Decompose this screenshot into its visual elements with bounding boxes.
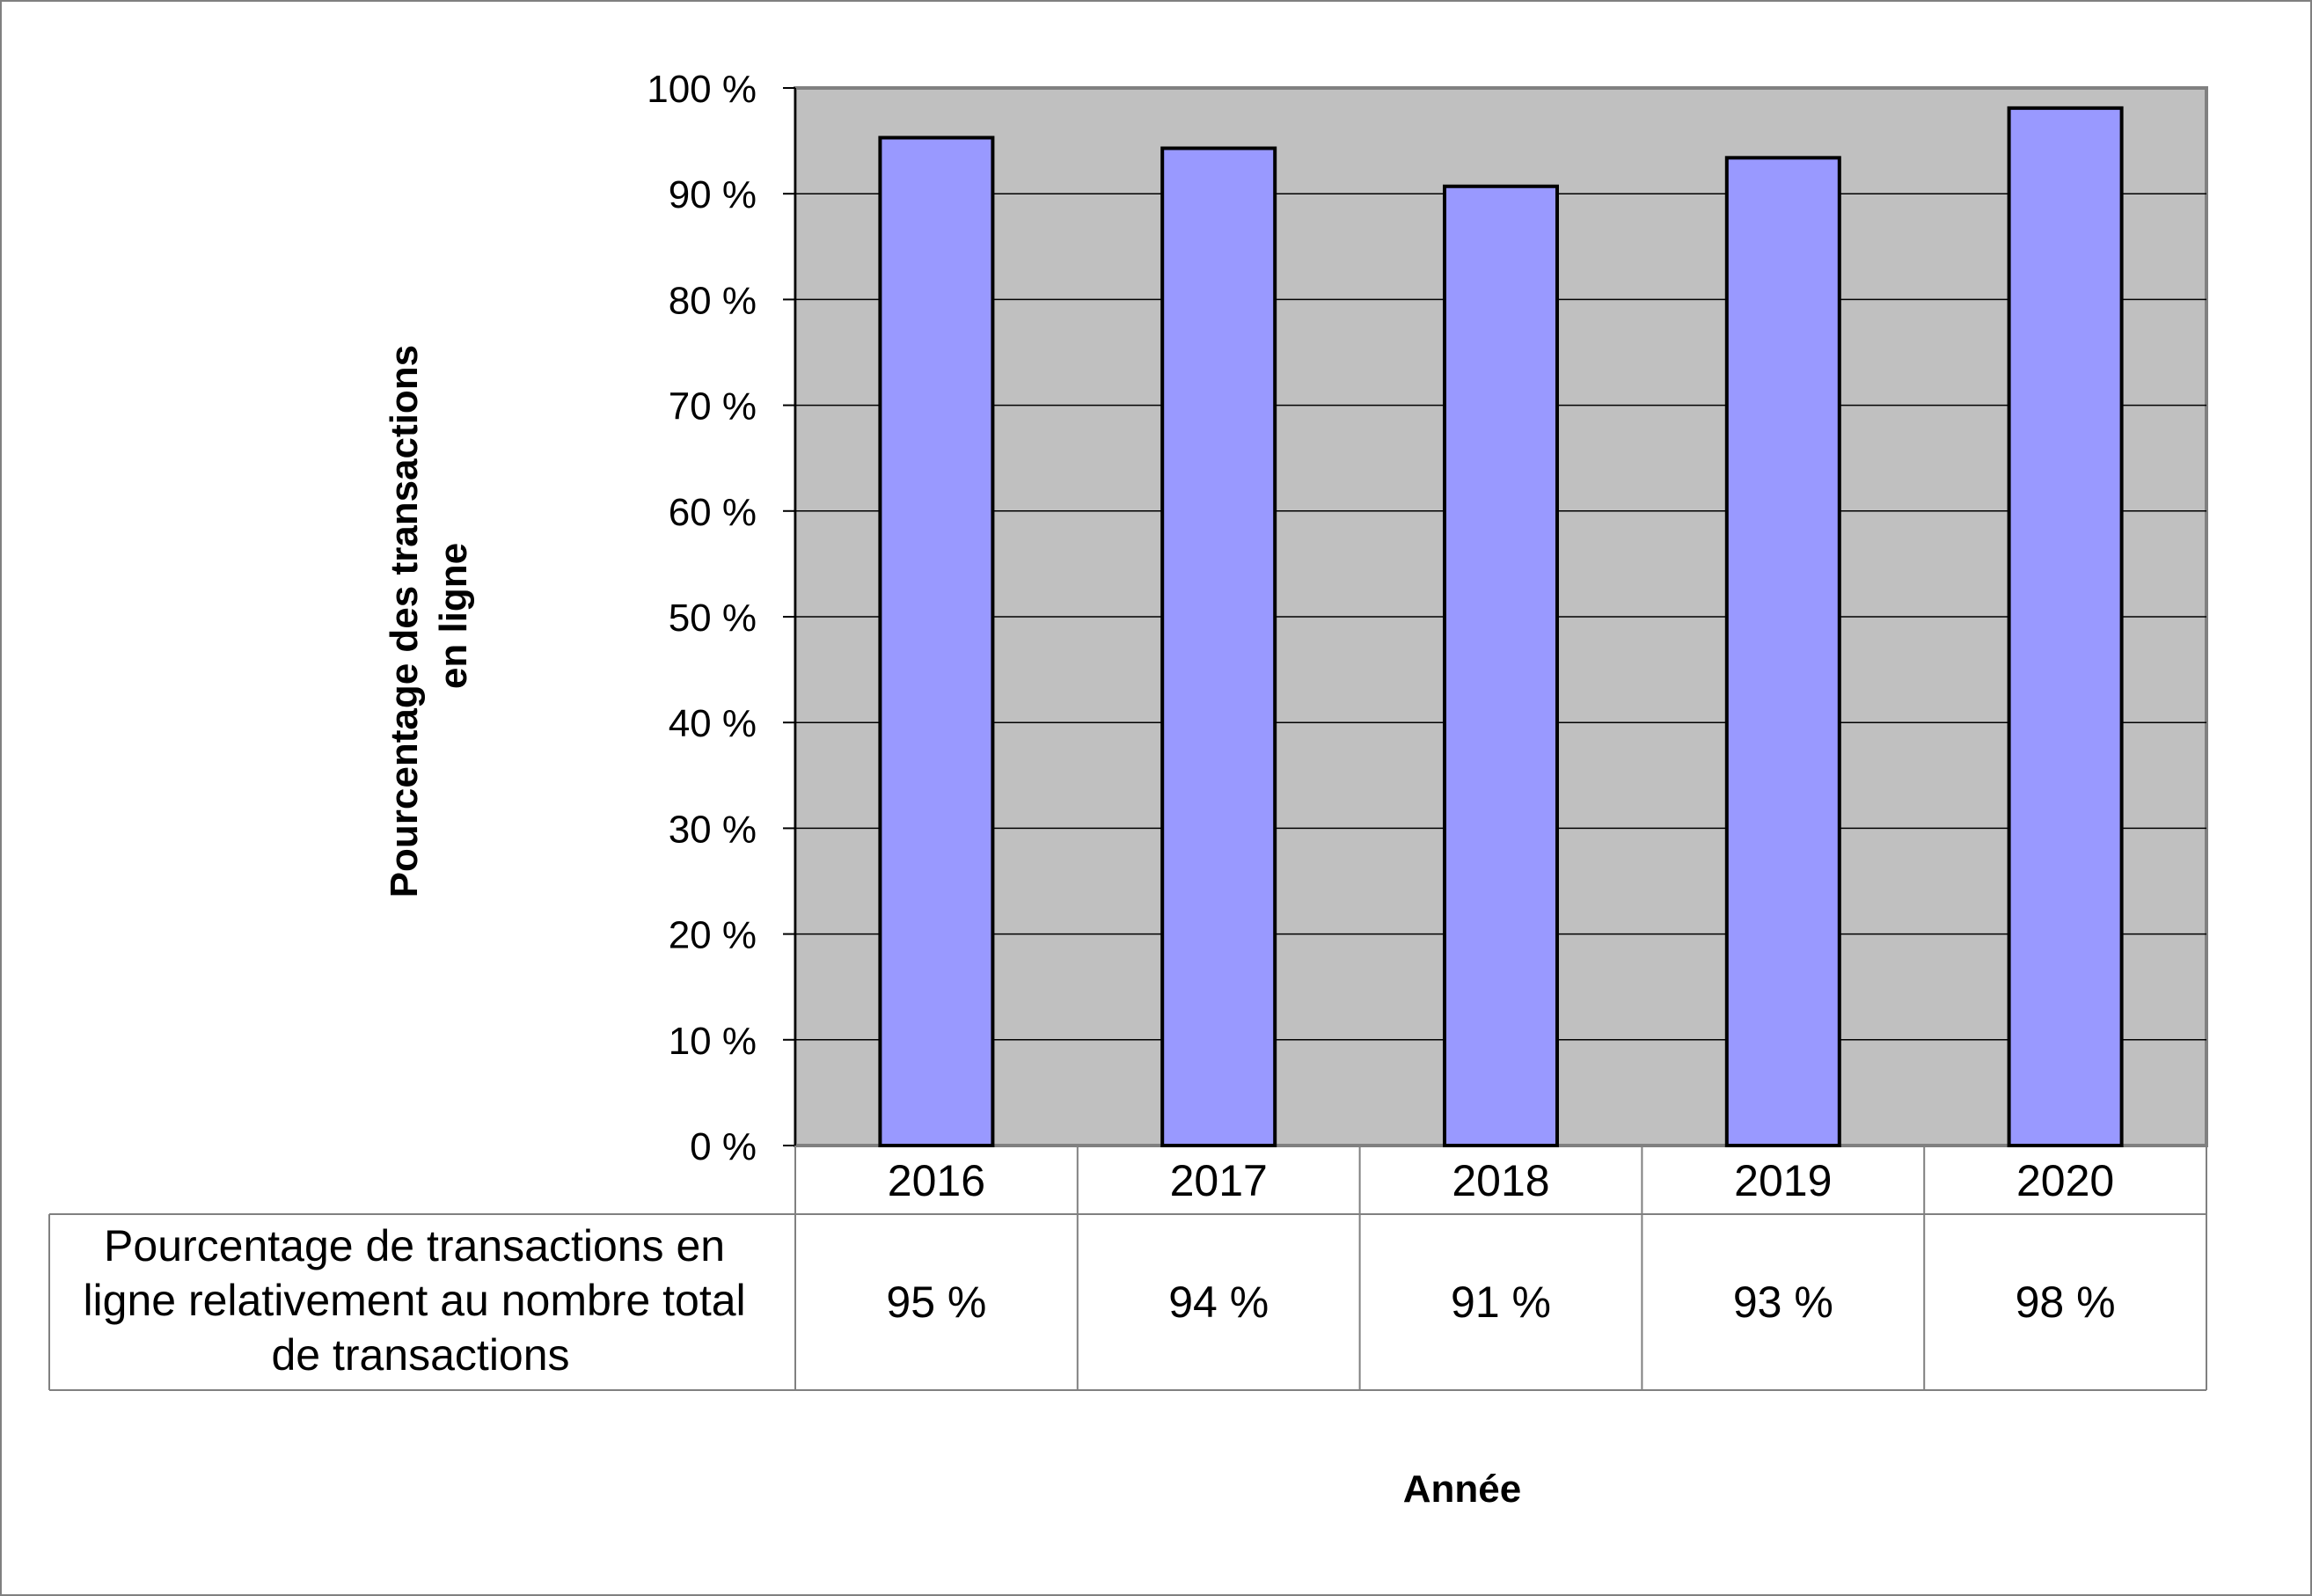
y-axis-ticks: 0 % 10 % 20 % 30 % 40 % 50 % 60 % 70 % 80 % 90 % 1… bbox=[647, 68, 796, 1168]
data-label: 98 % bbox=[2016, 1278, 2116, 1327]
y-tick-label: 80 % bbox=[669, 279, 757, 322]
y-tick-label: 60 % bbox=[669, 491, 757, 534]
table-row-label-line-3: de transactions bbox=[271, 1330, 569, 1380]
x-axis-title: Année bbox=[1403, 1468, 1521, 1511]
x-tick-label: 2020 bbox=[2016, 1156, 2114, 1205]
table-row-label-line-2: ligne relativement au nombre total bbox=[83, 1276, 745, 1325]
bar-2017 bbox=[1160, 146, 1277, 1147]
data-table: 2016 95 % 2017 94 % 2018 91 % 2019 93 % 2020 98 % bbox=[48, 1146, 2207, 1391]
y-tick-label: 90 % bbox=[669, 173, 757, 216]
y-axis-title-line-1: Pourcentage des transactions bbox=[383, 345, 426, 897]
data-label: 93 % bbox=[1733, 1278, 1833, 1327]
y-tick-label: 20 % bbox=[669, 914, 757, 957]
data-label: 94 % bbox=[1168, 1278, 1269, 1327]
bar-2019 bbox=[1724, 156, 1841, 1147]
y-axis-title: Pourcentage des transactions en ligne bbox=[383, 334, 475, 898]
table-row-label-line-1: Pourcentage de transactions en bbox=[104, 1221, 725, 1270]
y-tick-label: 100 % bbox=[647, 68, 757, 111]
y-tick-label: 10 % bbox=[669, 1020, 757, 1063]
bar-2016 bbox=[878, 135, 995, 1147]
y-tick-label: 30 % bbox=[669, 808, 757, 851]
bar-2020 bbox=[2007, 106, 2124, 1147]
y-tick-label: 0 % bbox=[690, 1125, 757, 1168]
y-tick-label: 40 % bbox=[669, 702, 757, 745]
y-tick-label: 50 % bbox=[669, 597, 757, 640]
y-tick-label: 70 % bbox=[669, 385, 757, 428]
data-label: 91 % bbox=[1451, 1278, 1551, 1327]
bar-2018 bbox=[1443, 184, 1559, 1147]
bars bbox=[878, 106, 2124, 1147]
x-tick-label: 2019 bbox=[1734, 1156, 1832, 1205]
data-label: 95 % bbox=[886, 1278, 986, 1327]
y-axis-title-line-2: en ligne bbox=[432, 543, 475, 689]
table-row-label: Pourcentage de transactions en ligne rel… bbox=[83, 1221, 757, 1380]
x-tick-label: 2018 bbox=[1452, 1156, 1549, 1205]
x-tick-label: 2016 bbox=[888, 1156, 985, 1205]
x-tick-label: 2017 bbox=[1170, 1156, 1268, 1205]
